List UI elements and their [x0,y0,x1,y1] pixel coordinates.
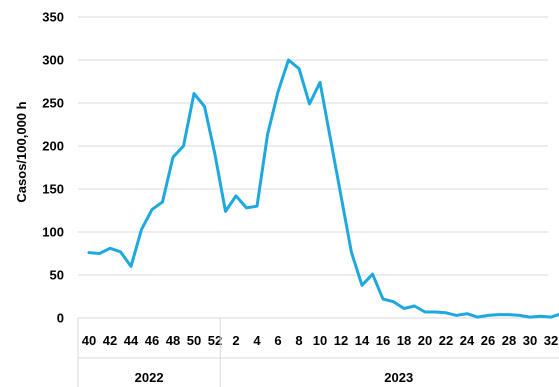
y-axis-title: Casos/100,000 h [14,101,29,202]
data-point [108,247,112,250]
data-point [161,200,164,204]
x-tick-label: 2 [232,333,239,348]
x-tick-label: 12 [334,333,348,348]
x-axis-ticks: 40 42 44 46 48 50 52 2 4 6 8 10 12 14 16 18 20 22 24 26 28 30… [82,333,558,348]
data-point [329,137,332,141]
data-point [549,315,553,319]
data-point [129,265,133,268]
x-tick-label: 50 [187,333,201,348]
x-tick-label: 28 [502,333,516,348]
data-point [392,300,395,303]
x-tick-label: 24 [460,333,475,348]
data-point [297,67,301,70]
data-point [434,310,437,314]
y-tick-label: 250 [42,96,64,111]
y-tick-label: 150 [42,182,64,197]
gridlines [78,16,548,319]
data-point [507,313,511,316]
data-point [192,92,196,95]
data-point [413,304,416,308]
data-point [339,194,343,198]
x-tick-label: 6 [274,333,281,348]
x-tick-label: 44 [124,333,139,348]
data-point [119,250,122,253]
data-point [455,314,458,317]
data-point [465,312,469,315]
data-point [444,311,448,315]
data-point [245,206,248,210]
data-point [98,252,101,255]
data-point [276,90,280,94]
y-tick-label: 50 [50,268,64,283]
x-tick-label: 14 [355,333,370,348]
y-tick-label: 100 [42,225,64,240]
series-layer [87,58,559,319]
data-point [371,272,374,276]
x-tick-label: 52 [208,333,222,348]
x-tick-label: 16 [376,333,390,348]
year-label: 2023 [384,370,413,385]
data-point [518,314,521,317]
data-point [486,314,490,317]
x-tick-label: 22 [439,333,453,348]
data-point [87,251,91,254]
x-tick-label: 48 [166,333,180,348]
data-point [171,155,175,159]
data-point [381,297,385,301]
data-point [423,310,427,314]
x-tick-label: 8 [295,333,302,348]
data-point [308,102,311,106]
data-point [182,144,185,148]
data-point [528,315,532,319]
data-point [318,81,322,84]
data-point [350,251,353,254]
data-point [539,315,542,318]
y-tick-label: 0 [57,311,64,326]
data-point [360,284,364,287]
data-point [266,133,269,137]
data-point [497,313,500,316]
x-tick-label: 20 [418,333,432,348]
y-tick-label: 200 [42,139,64,154]
data-point [213,153,217,156]
data-point [402,307,406,310]
year-label: 2022 [135,370,164,385]
x-tick-label: 26 [481,333,495,348]
x-tick-label: 32 [544,333,558,348]
data-point [255,205,259,208]
x-tick-label: 18 [397,333,411,348]
y-tick-label: 300 [42,53,64,68]
data-point [234,194,238,198]
x-tick-label: 10 [313,333,327,348]
x-tick-label: 30 [523,333,537,348]
x-tick-label: 4 [253,333,261,348]
data-point [287,58,290,62]
data-point [150,208,154,211]
data-point [203,105,206,108]
data-point [224,210,227,213]
data-point [140,228,143,231]
year-group-axis: 2022 2023 [77,318,559,387]
data-point [476,315,479,319]
x-tick-label: 40 [82,333,96,348]
y-axis-ticks: 0 50 100 150 200 250 300 350 [42,10,64,326]
y-tick-label: 350 [42,10,64,25]
x-tick-label: 46 [145,333,159,348]
x-tick-label: 42 [103,333,117,348]
